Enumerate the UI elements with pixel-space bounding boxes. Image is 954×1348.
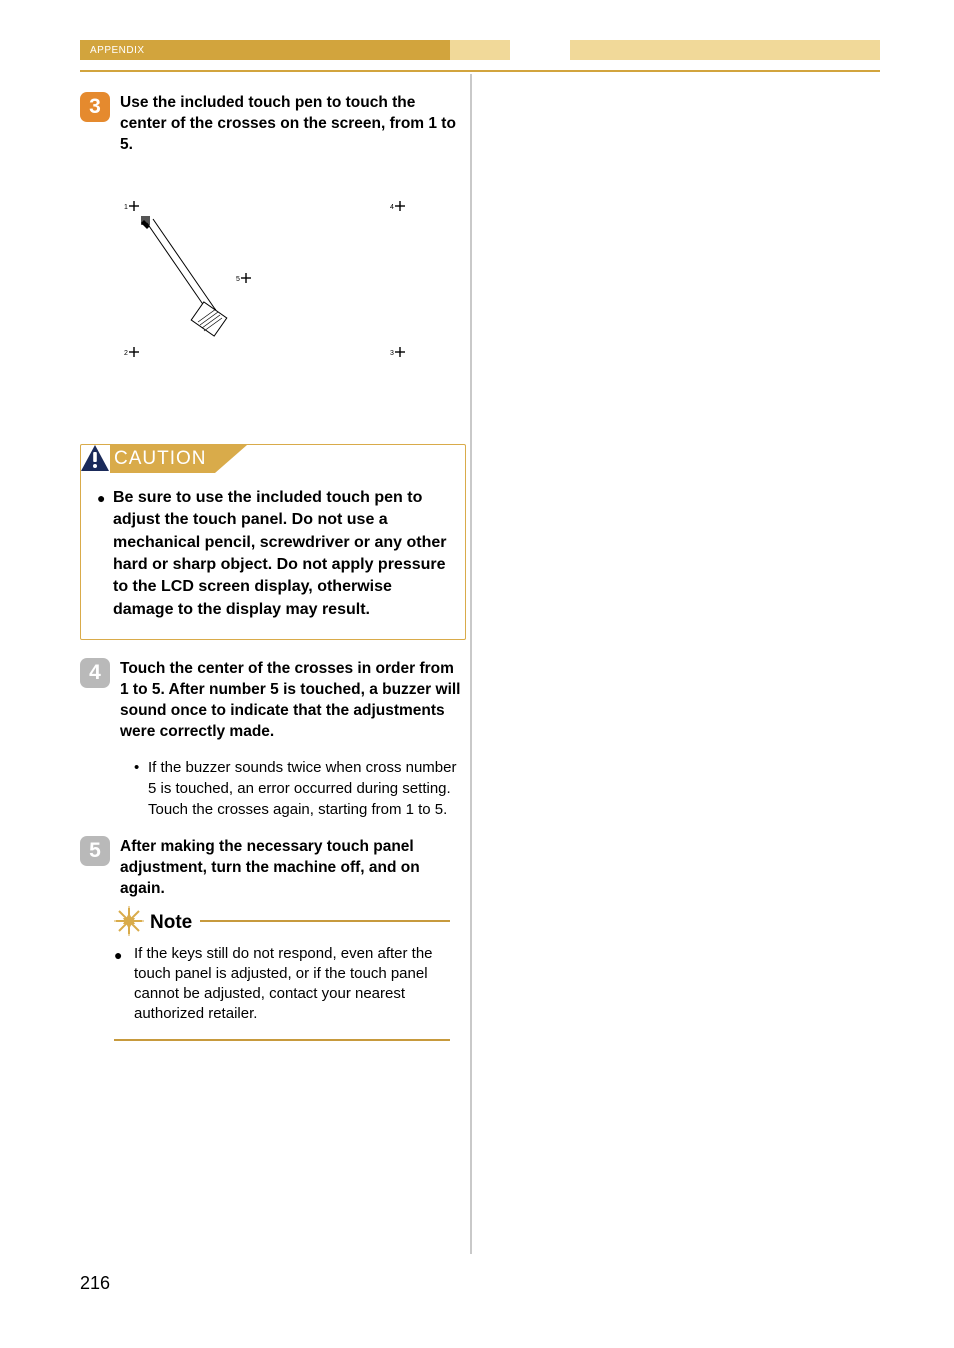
cross-mark-3: 3 xyxy=(390,347,405,357)
svg-text:2: 2 xyxy=(124,350,128,357)
cross-mark-1: 1 xyxy=(124,201,139,211)
bullet-icon: ● xyxy=(114,944,134,1025)
caution-box: CAUTION ● Be sure to use the included to… xyxy=(80,444,466,640)
cross-mark-4: 4 xyxy=(390,201,405,211)
note-star-icon xyxy=(114,906,144,936)
warning-triangle-icon xyxy=(80,444,110,474)
svg-text:1: 1 xyxy=(124,204,128,211)
svg-text:5: 5 xyxy=(236,276,240,283)
svg-text:3: 3 xyxy=(390,350,394,357)
step-3: 3 Use the included touch pen to touch th… xyxy=(80,92,466,156)
bullet-icon: • xyxy=(134,757,148,820)
caution-text: Be sure to use the included touch pen to… xyxy=(113,487,449,621)
touch-pen-icon xyxy=(141,216,227,336)
note-box: Note ● If the keys still do not respond,… xyxy=(114,920,450,1041)
step-text: Use the included touch pen to touch the … xyxy=(120,92,466,156)
step-text: After making the necessary touch panel a… xyxy=(120,836,466,900)
step-number-badge: 3 xyxy=(80,92,110,122)
bullet-icon: ● xyxy=(97,487,113,621)
step-number-badge: 5 xyxy=(80,836,110,866)
substep-text: If the buzzer sounds twice when cross nu… xyxy=(148,757,466,820)
touch-screen-diagram: 1 2 3 4 5 xyxy=(116,192,418,367)
page-content: APPENDIX 3 Use the included touch pen to… xyxy=(80,40,880,1041)
caution-label: CAUTION xyxy=(110,445,215,473)
column-divider xyxy=(470,74,472,1254)
header-rule xyxy=(80,70,880,72)
step-number-badge: 4 xyxy=(80,658,110,688)
note-header: Note xyxy=(114,906,200,936)
cross-mark-5: 5 xyxy=(236,273,251,283)
step-5: 5 After making the necessary touch panel… xyxy=(80,836,466,900)
caution-tab: CAUTION xyxy=(80,444,247,474)
left-column: 3 Use the included touch pen to touch th… xyxy=(80,92,466,1041)
section-label: APPENDIX xyxy=(80,40,450,60)
step-4-substep: • If the buzzer sounds twice when cross … xyxy=(134,757,466,820)
caution-body: ● Be sure to use the included touch pen … xyxy=(97,487,449,621)
svg-text:4: 4 xyxy=(390,204,394,211)
cross-mark-2: 2 xyxy=(124,347,139,357)
note-text: If the keys still do not respond, even a… xyxy=(134,944,450,1025)
step-text: Touch the center of the crosses in order… xyxy=(120,658,466,743)
header-decoration xyxy=(450,40,880,60)
step-4: 4 Touch the center of the crosses in ord… xyxy=(80,658,466,743)
header-bar: APPENDIX xyxy=(80,40,880,66)
note-title: Note xyxy=(150,912,192,936)
note-body: ● If the keys still do not respond, even… xyxy=(114,944,450,1025)
page-number: 216 xyxy=(80,1273,110,1294)
